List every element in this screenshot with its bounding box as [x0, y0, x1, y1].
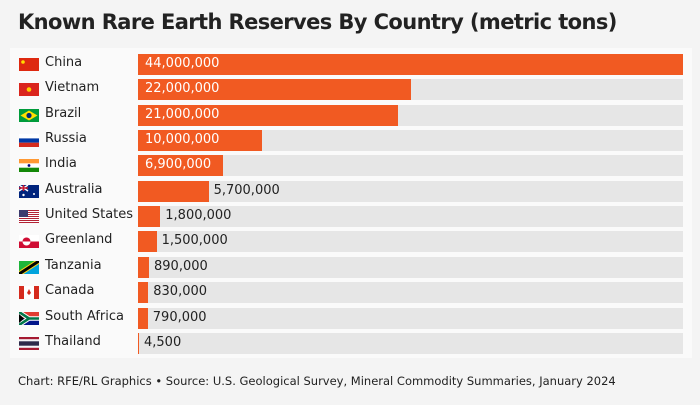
- vietnam-flag-icon: [19, 83, 39, 97]
- bar-track: 10,000,000: [138, 130, 683, 152]
- value-label: 22,000,000: [145, 81, 220, 97]
- bar: [138, 104, 399, 126]
- bar: [138, 231, 157, 253]
- value-label: 5,700,000: [213, 182, 280, 198]
- bar-track: 1,800,000: [138, 206, 683, 228]
- bar: [138, 206, 161, 228]
- category-label: South Africa: [45, 308, 124, 324]
- bar-track: 790,000: [138, 307, 683, 329]
- bar-track: 44,000,000: [138, 54, 683, 75]
- bar-row: Russia 10,000,000: [10, 130, 692, 152]
- bar: [138, 307, 148, 329]
- value-label: 10,000,000: [145, 132, 220, 148]
- bar-track: 21,000,000: [138, 104, 683, 126]
- value-label: 830,000: [153, 284, 208, 300]
- category-label: Australia: [45, 181, 103, 197]
- category-label: United States: [45, 207, 134, 223]
- russia-flag-icon: [19, 134, 39, 148]
- category-label: Brazil: [45, 105, 82, 121]
- bar-track: 22,000,000: [138, 79, 683, 101]
- value-label: 1,500,000: [161, 233, 228, 249]
- category-label: Russia: [45, 131, 87, 147]
- australia-flag-icon: [19, 184, 39, 198]
- thailand-flag-icon: [19, 336, 39, 350]
- category-label: Thailand: [45, 333, 101, 349]
- china-flag-icon: [19, 58, 39, 71]
- bar-row: Tanzania 890,000: [10, 256, 692, 278]
- value-label: 790,000: [152, 309, 207, 325]
- bar-track: 6,900,000: [138, 155, 683, 177]
- bar-track: 4,500: [138, 332, 683, 354]
- value-label: 4,500: [144, 334, 182, 350]
- bar-row: China 44,000,000: [10, 54, 692, 75]
- bar-row: Canada 830,000: [10, 282, 692, 304]
- bar-row: India 6,900,000: [10, 155, 692, 177]
- bar-row: United States 1,800,000: [10, 206, 692, 228]
- bar-track: 830,000: [138, 282, 683, 304]
- value-label: 21,000,000: [145, 106, 220, 122]
- bar: [138, 79, 411, 101]
- value-label: 44,000,000: [145, 56, 220, 71]
- value-label: 6,900,000: [145, 157, 212, 173]
- south-africa-flag-icon: [19, 311, 39, 325]
- bar-row: South Africa 790,000: [10, 307, 692, 329]
- bar-track: 890,000: [138, 256, 683, 278]
- bar-row: Australia 5,700,000: [10, 180, 692, 202]
- category-label: Canada: [45, 283, 95, 299]
- bar-row: Thailand 4,500: [10, 332, 692, 354]
- bar-row: Brazil 21,000,000: [10, 104, 692, 126]
- united-states-flag-icon: [19, 210, 39, 224]
- bar-track: 5,700,000: [138, 180, 683, 202]
- category-label: Vietnam: [45, 80, 100, 96]
- canada-flag-icon: [19, 286, 39, 300]
- bar: [138, 180, 209, 202]
- bar-row: Vietnam 22,000,000: [10, 79, 692, 101]
- bar: [138, 130, 262, 152]
- category-label: China: [45, 55, 83, 70]
- bar-panel: China 44,000,000 Vietnam 22,000,000 Brazil 21…: [10, 48, 692, 358]
- bar-row: Greenland 1,500,000: [10, 231, 692, 253]
- category-label: Greenland: [45, 232, 113, 248]
- greenland-flag-icon: [19, 235, 39, 249]
- bar: [138, 282, 149, 304]
- bar: [138, 332, 139, 354]
- source-footer: Chart: RFE/RL Graphics • Source: U.S. Ge…: [18, 374, 616, 388]
- chart-title: Known Rare Earth Reserves By Country (me…: [18, 10, 617, 34]
- category-label: Tanzania: [45, 257, 102, 273]
- bar: [138, 54, 683, 75]
- bar-track: 1,500,000: [138, 231, 683, 253]
- brazil-flag-icon: [19, 108, 39, 122]
- category-label: India: [45, 156, 77, 172]
- value-label: 1,800,000: [165, 208, 232, 224]
- bar: [138, 155, 224, 177]
- bar: [138, 256, 150, 278]
- india-flag-icon: [19, 159, 39, 173]
- value-label: 890,000: [154, 258, 208, 274]
- tanzania-flag-icon: [19, 260, 39, 274]
